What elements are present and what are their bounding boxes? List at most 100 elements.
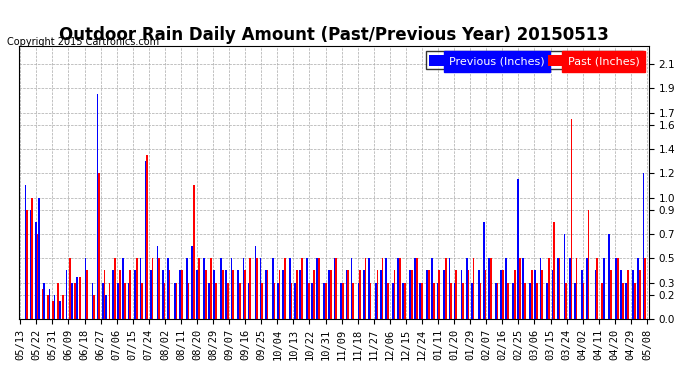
Bar: [313, 270, 315, 319]
Bar: [342, 283, 344, 319]
Bar: [471, 283, 473, 319]
Bar: [257, 258, 258, 319]
Bar: [102, 283, 103, 319]
Bar: [448, 258, 451, 319]
Bar: [32, 198, 33, 319]
Bar: [191, 246, 193, 319]
Bar: [122, 258, 124, 319]
Bar: [141, 283, 143, 319]
Bar: [57, 283, 59, 319]
Bar: [512, 283, 514, 319]
Bar: [47, 295, 48, 319]
Bar: [363, 270, 364, 319]
Bar: [542, 270, 543, 319]
Bar: [301, 258, 303, 319]
Bar: [335, 258, 337, 319]
Bar: [150, 270, 152, 319]
Bar: [265, 270, 266, 319]
Bar: [220, 258, 222, 319]
Bar: [279, 270, 280, 319]
Bar: [248, 283, 250, 319]
Bar: [38, 198, 40, 319]
Bar: [135, 270, 136, 319]
Bar: [243, 258, 244, 319]
Bar: [431, 258, 433, 319]
Bar: [575, 258, 578, 319]
Bar: [174, 283, 176, 319]
Bar: [414, 258, 416, 319]
Bar: [340, 283, 342, 319]
Bar: [203, 258, 205, 319]
Bar: [86, 270, 88, 319]
Bar: [617, 258, 619, 319]
Bar: [557, 258, 558, 319]
Bar: [69, 258, 71, 319]
Bar: [477, 270, 480, 319]
Bar: [438, 270, 440, 319]
Bar: [531, 270, 533, 319]
Bar: [85, 258, 86, 319]
Bar: [139, 258, 141, 319]
Bar: [368, 258, 370, 319]
Bar: [299, 270, 301, 319]
Bar: [535, 270, 536, 319]
Bar: [208, 283, 210, 319]
Bar: [328, 270, 330, 319]
Bar: [615, 258, 617, 319]
Bar: [455, 270, 457, 319]
Bar: [411, 270, 413, 319]
Bar: [420, 283, 421, 319]
Bar: [382, 258, 384, 319]
Bar: [52, 301, 54, 319]
Bar: [461, 270, 462, 319]
Bar: [426, 270, 428, 319]
Bar: [146, 155, 148, 319]
Bar: [370, 283, 371, 319]
Bar: [639, 270, 641, 319]
Bar: [392, 283, 394, 319]
Bar: [632, 270, 634, 319]
Bar: [609, 234, 610, 319]
Bar: [109, 283, 110, 319]
Bar: [75, 283, 76, 319]
Bar: [114, 258, 115, 319]
Title: Outdoor Rain Daily Amount (Past/Previous Year) 20150513: Outdoor Rain Daily Amount (Past/Previous…: [59, 26, 609, 44]
Bar: [311, 283, 313, 319]
Bar: [62, 295, 64, 319]
Bar: [76, 276, 78, 319]
Bar: [540, 258, 542, 319]
Bar: [569, 258, 571, 319]
Bar: [642, 173, 644, 319]
Bar: [353, 283, 354, 319]
Bar: [317, 258, 318, 319]
Bar: [210, 258, 212, 319]
Bar: [553, 222, 555, 319]
Bar: [536, 283, 538, 319]
Bar: [582, 283, 584, 319]
Bar: [289, 258, 290, 319]
Bar: [397, 258, 399, 319]
Bar: [351, 258, 353, 319]
Bar: [359, 270, 361, 319]
Bar: [262, 283, 263, 319]
Bar: [35, 222, 37, 319]
Bar: [230, 258, 233, 319]
Bar: [290, 283, 293, 319]
Bar: [71, 283, 72, 319]
Bar: [330, 270, 332, 319]
Bar: [124, 283, 126, 319]
Bar: [181, 270, 183, 319]
Bar: [79, 276, 81, 319]
Bar: [549, 258, 550, 319]
Bar: [266, 270, 268, 319]
Bar: [226, 270, 227, 319]
Bar: [104, 270, 106, 319]
Bar: [239, 283, 241, 319]
Bar: [377, 270, 378, 319]
Bar: [416, 258, 417, 319]
Bar: [399, 258, 401, 319]
Bar: [244, 270, 246, 319]
Bar: [596, 258, 598, 319]
Bar: [318, 258, 320, 319]
Bar: [507, 283, 509, 319]
